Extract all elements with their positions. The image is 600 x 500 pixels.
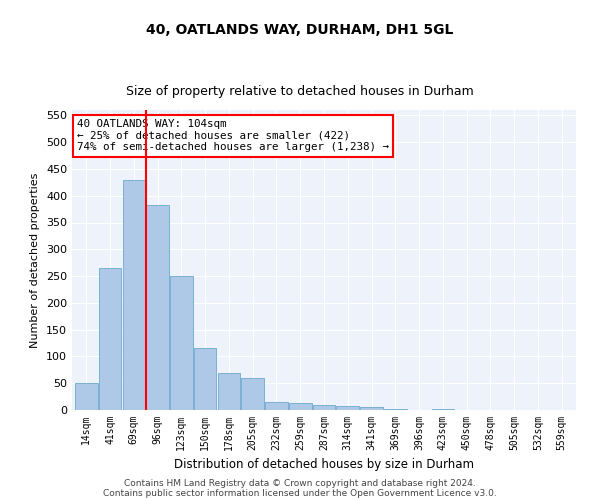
Bar — [337, 406, 359, 410]
Bar — [360, 408, 383, 410]
X-axis label: Distribution of detached houses by size in Durham: Distribution of detached houses by size … — [174, 458, 474, 471]
Bar — [99, 268, 121, 410]
Text: Size of property relative to detached houses in Durham: Size of property relative to detached ho… — [126, 84, 474, 98]
Bar — [313, 404, 335, 410]
Bar — [75, 383, 98, 410]
Bar — [289, 403, 311, 410]
Text: 40, OATLANDS WAY, DURHAM, DH1 5GL: 40, OATLANDS WAY, DURHAM, DH1 5GL — [146, 22, 454, 36]
Text: Contains HM Land Registry data © Crown copyright and database right 2024.: Contains HM Land Registry data © Crown c… — [124, 478, 476, 488]
Text: 40 OATLANDS WAY: 104sqm
← 25% of detached houses are smaller (422)
74% of semi-d: 40 OATLANDS WAY: 104sqm ← 25% of detache… — [77, 119, 389, 152]
Y-axis label: Number of detached properties: Number of detached properties — [31, 172, 40, 348]
Bar — [241, 378, 264, 410]
Bar — [265, 402, 288, 410]
Bar — [218, 372, 240, 410]
Bar — [194, 348, 217, 410]
Text: Contains public sector information licensed under the Open Government Licence v3: Contains public sector information licen… — [103, 488, 497, 498]
Bar — [170, 276, 193, 410]
Bar — [146, 206, 169, 410]
Bar — [122, 180, 145, 410]
